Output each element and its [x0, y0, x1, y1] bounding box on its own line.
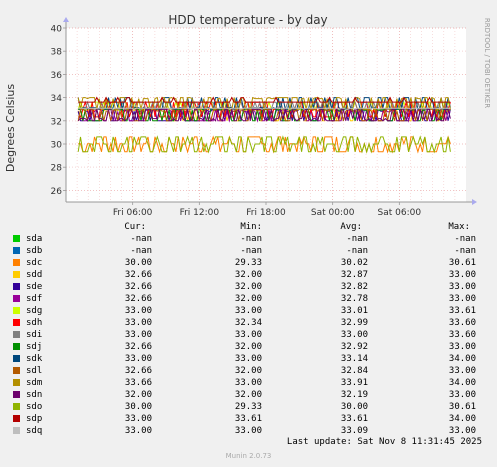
series-line-sdo — [77, 135, 451, 154]
series-line-sdc — [78, 135, 451, 154]
y-tick-label: 26 — [51, 187, 63, 197]
y-tick-label: 34 — [51, 94, 63, 104]
x-axis: Fri 06:00 Fri 12:00 Fri 18:00 Sat 00:00 Sat … — [113, 202, 421, 218]
rrdtool-credit: RRDTOOL / TOBI OETIKER — [483, 18, 491, 108]
series-line-sdq — [78, 107, 451, 110]
chart-title: HDD temperature - by day — [168, 13, 327, 27]
x-tick-label: Sat 06:00 — [378, 208, 422, 218]
x-tick-label: Fri 06:00 — [113, 208, 153, 218]
y-axis-label: Degrees Celsius — [4, 84, 17, 173]
x-axis-arrow — [472, 199, 477, 205]
series-line-sdp — [78, 96, 451, 103]
y-axis-arrow — [63, 17, 69, 22]
y-axis: 26 28 30 32 34 36 38 40 — [51, 25, 66, 197]
series-line-sdn — [77, 108, 451, 122]
x-tick-label: Fri 12:00 — [180, 208, 220, 218]
y-tick-label: 36 — [51, 71, 63, 81]
y-tick-label: 28 — [51, 164, 63, 174]
y-tick-label: 30 — [51, 141, 63, 151]
y-tick-label: 40 — [51, 25, 63, 35]
y-tick-label: 38 — [51, 48, 63, 58]
x-tick-label: Fri 18:00 — [246, 208, 286, 218]
y-tick-label: 32 — [51, 117, 62, 127]
series-line-sdm — [77, 96, 451, 110]
series-lines — [77, 96, 451, 154]
x-tick-label: Sat 00:00 — [311, 208, 355, 218]
axes — [63, 17, 477, 205]
